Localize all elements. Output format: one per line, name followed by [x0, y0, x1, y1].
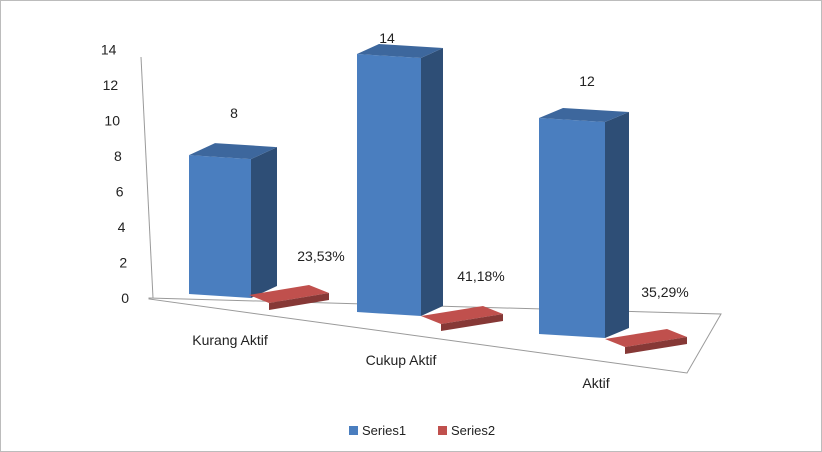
x-category-label: Cukup Aktif [366, 352, 437, 368]
legend-label: Series1 [362, 423, 406, 438]
bar-series2-1 [441, 314, 503, 331]
bar-series1-side-1 [421, 48, 443, 316]
bar-series2-top-0 [249, 285, 329, 303]
bar-series1-side-0 [251, 147, 277, 298]
bar-series1-2 [539, 118, 605, 338]
bar-series1-0 [189, 155, 251, 298]
x-category-label: Kurang Aktif [192, 332, 268, 348]
y-tick-label: 6 [116, 184, 124, 200]
y-tick-label: 4 [118, 219, 126, 235]
legend-swatch-series1 [349, 426, 358, 435]
bar-series1-1 [357, 54, 421, 316]
bar-series1-top-1 [357, 44, 443, 58]
y-tick-label: 0 [121, 290, 129, 306]
data-label-series2: 41,18% [457, 268, 504, 284]
x-category-label: Aktif [582, 375, 609, 391]
legend-label: Series2 [451, 423, 495, 438]
y-tick-label: 8 [114, 148, 122, 164]
y-tick-label: 12 [103, 77, 119, 93]
data-label-series1: 14 [379, 30, 395, 46]
bar-series2-2 [625, 337, 687, 354]
legend-swatch-series2 [438, 426, 447, 435]
bar-series2-0 [269, 293, 329, 310]
data-label-series2: 35,29% [641, 284, 688, 300]
bar-series2-top-2 [605, 329, 687, 347]
bar-series1-top-0 [189, 143, 277, 160]
data-label-series1: 12 [579, 73, 595, 89]
bar-series1-top-2 [539, 108, 629, 122]
y-tick-label: 10 [104, 113, 120, 129]
bar-series2-top-1 [421, 306, 503, 324]
data-label-series2: 23,53% [297, 248, 344, 264]
bar-series1-side-2 [605, 112, 629, 338]
data-label-series1: 8 [230, 105, 238, 121]
floor-outline [148, 297, 722, 374]
y-tick-label: 14 [101, 42, 117, 58]
y-tick-label: 2 [119, 255, 127, 271]
y-axis-line [140, 56, 154, 299]
